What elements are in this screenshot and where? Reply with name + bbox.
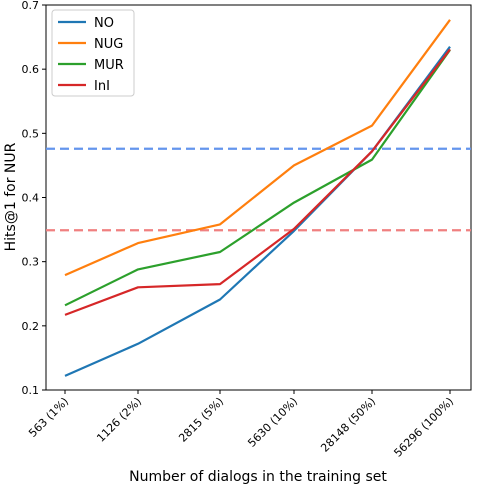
legend-label-no: NO xyxy=(94,16,114,31)
x-axis-label: Number of dialogs in the training set xyxy=(129,469,387,484)
legend-label-nug: NUG xyxy=(94,37,123,52)
legend-label-ini: InI xyxy=(94,79,110,94)
legend: NO NUG MUR InI xyxy=(51,9,135,97)
y-axis-ticks: 0.1 0.2 0.3 0.4 0.5 0.6 0.7 xyxy=(22,0,46,397)
x-tick-label: 2815 (5%) xyxy=(176,395,226,445)
series-line-ini xyxy=(64,48,451,316)
y-tick-label: 0.5 xyxy=(22,127,40,140)
series-line-nug xyxy=(64,19,451,277)
y-tick-label: 0.3 xyxy=(22,256,40,269)
legend-label-mur: MUR xyxy=(94,58,124,73)
x-tick-label: 28148 (50%) xyxy=(318,395,378,455)
y-axis-label: Hits@1 for NUR xyxy=(3,142,19,251)
y-tick-label: 0.2 xyxy=(22,320,40,333)
x-tick-label: 5630 (10%) xyxy=(245,395,300,450)
reference-lines xyxy=(46,147,471,232)
y-tick-label: 0.4 xyxy=(22,192,40,205)
x-axis-ticks: 563 (1%) 1126 (2%) 2815 (5%) 5630 (10%) 2814… xyxy=(26,390,456,460)
legend-box xyxy=(51,9,135,97)
series-line-mur xyxy=(64,49,451,307)
y-tick-label: 0.6 xyxy=(22,63,40,76)
x-tick-label: 563 (1%) xyxy=(26,395,71,440)
y-tick-label: 0.1 xyxy=(22,384,40,397)
x-tick-label: 56296 (100%) xyxy=(391,395,456,460)
series-lines xyxy=(64,19,451,377)
x-tick-label: 1126 (2%) xyxy=(94,395,144,445)
y-tick-label: 0.7 xyxy=(22,0,40,12)
